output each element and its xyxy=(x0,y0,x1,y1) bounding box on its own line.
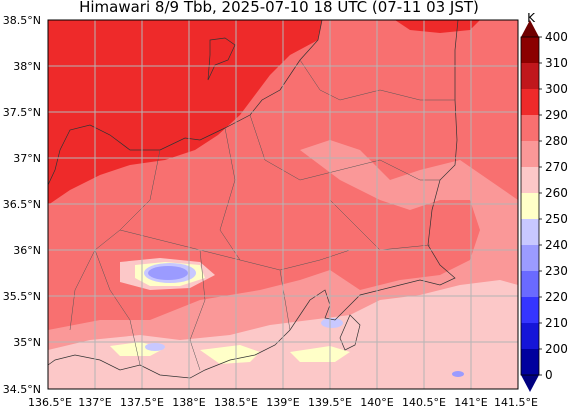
field-250-260-south-a xyxy=(200,345,260,364)
lat-tick-label: 35°N xyxy=(13,336,41,349)
colorbar-labels: 400 310 300 290 280 270 260 250 240 230 220 210 200 0 xyxy=(539,30,568,382)
map-panel: 38.5°N 38°N 37.5°N 37°N 36.5°N 36°N 35.5… xyxy=(3,14,538,409)
colorbar-swatch xyxy=(521,193,539,219)
field-240-250-spot-south xyxy=(145,343,165,351)
colorbar-swatch xyxy=(521,323,539,349)
lon-tick-label: 136.5°E xyxy=(28,396,72,409)
lat-tick-label: 35.5°N xyxy=(3,290,41,303)
lat-tick-label: 36°N xyxy=(13,244,41,257)
colorbar-level-label: 0 xyxy=(545,368,553,382)
colorbar-swatch xyxy=(521,89,539,115)
lon-tick-label: 137°E xyxy=(78,396,111,409)
colorbar-level-label: 310 xyxy=(545,56,568,70)
colorbar-swatch xyxy=(521,297,539,323)
colorbar-level-label: 250 xyxy=(545,212,568,226)
gridlines xyxy=(48,20,518,389)
colorbar-swatch xyxy=(521,141,539,167)
lat-tick-label: 36.5°N xyxy=(3,198,41,211)
colorbar-swatch xyxy=(521,115,539,141)
colorbar-extend-max xyxy=(521,20,539,37)
lat-tick-label: 38.5°N xyxy=(3,14,41,27)
colorbar-swatches xyxy=(520,20,540,392)
lon-tick-label: 139°E xyxy=(266,396,299,409)
colorbar-swatch xyxy=(521,245,539,271)
lon-tick-label: 140.5°E xyxy=(402,396,446,409)
colorbar-swatch xyxy=(521,167,539,193)
colorbar-level-label: 270 xyxy=(545,160,568,174)
colorbar-level-label: 300 xyxy=(545,82,568,96)
field-240-250-spot-east xyxy=(321,318,343,328)
map-frame xyxy=(47,19,519,390)
colorbar-level-label: 280 xyxy=(545,134,568,148)
field-230-240-spot-southeast xyxy=(452,371,464,377)
lat-tick-label: 37.5°N xyxy=(3,106,41,119)
coastlines xyxy=(48,20,459,379)
colorbar-swatch xyxy=(521,349,539,375)
colorbar-unit: K xyxy=(527,11,536,25)
colorbar-outline xyxy=(520,36,540,376)
colorbar-swatch xyxy=(521,63,539,89)
colorbar-level-label: 230 xyxy=(545,264,568,278)
colorbar-extend-min xyxy=(521,375,539,392)
field-290-300-northeast xyxy=(395,20,480,33)
lon-tick-label: 139.5°E xyxy=(308,396,352,409)
map-title: Himawari 8/9 Tbb, 2025-07-10 18 UTC (07-… xyxy=(79,0,479,16)
colorbar-level-label: 260 xyxy=(545,186,568,200)
colorbar: K 400 310 300 290 280 270 260 250 240 230 220 210 20… xyxy=(520,11,568,392)
lat-tick-labels: 38.5°N 38°N 37.5°N 37°N 36.5°N 36°N 35.5… xyxy=(3,14,41,396)
colorbar-level-label: 240 xyxy=(545,238,568,252)
colorbar-swatch xyxy=(521,219,539,245)
lat-tick-label: 34.5°N xyxy=(3,383,41,396)
lon-tick-labels: 136.5°E 137°E 137.5°E 138°E 138.5°E 139°… xyxy=(28,396,538,409)
lat-tick-label: 38°N xyxy=(13,60,41,73)
field-230-240-cold-core xyxy=(148,266,188,280)
colorbar-swatch xyxy=(521,271,539,297)
field-250-260-south-c xyxy=(290,346,350,362)
colorbar-level-label: 400 xyxy=(545,30,568,44)
lon-tick-label: 141°E xyxy=(454,396,487,409)
colorbar-level-label: 200 xyxy=(545,342,568,356)
lat-tick-label: 37°N xyxy=(13,152,41,165)
colorbar-level-label: 220 xyxy=(545,290,568,304)
lon-tick-label: 140°E xyxy=(360,396,393,409)
colorbar-level-label: 290 xyxy=(545,108,568,122)
lon-tick-label: 138°E xyxy=(172,396,205,409)
colorbar-swatch xyxy=(521,37,539,63)
colorbar-level-label: 210 xyxy=(545,316,568,330)
lon-tick-label: 138.5°E xyxy=(214,396,258,409)
lon-tick-label: 137.5°E xyxy=(120,396,164,409)
lon-tick-label: 141.5°E xyxy=(494,396,538,409)
